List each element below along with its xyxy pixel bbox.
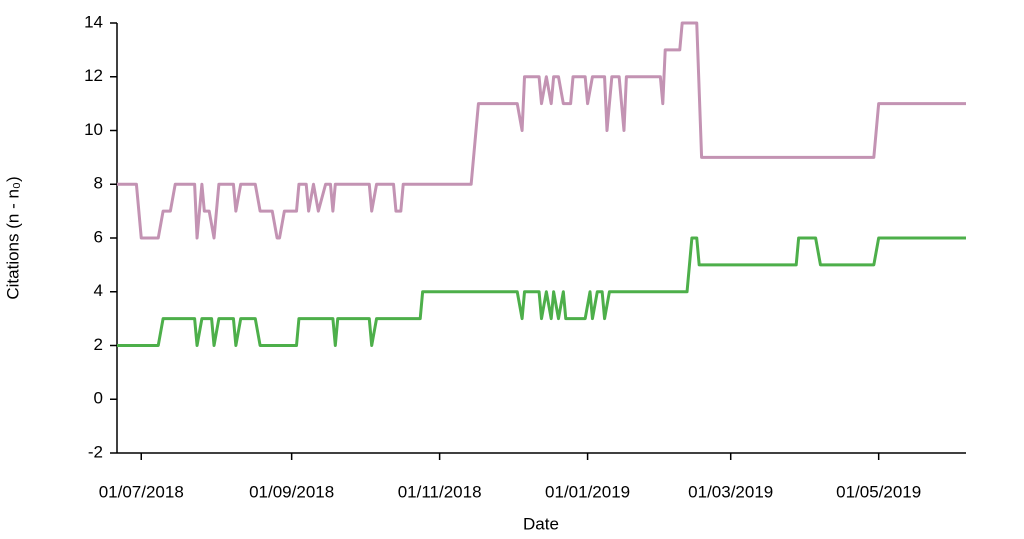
x-tick-label: 01/05/2019: [836, 482, 921, 501]
y-tick-label: 10: [84, 120, 103, 139]
y-tick-label: 6: [94, 227, 103, 246]
y-tick-label: 14: [84, 12, 103, 31]
y-tick-label: 12: [84, 66, 103, 85]
x-tick-label: 01/01/2019: [545, 482, 630, 501]
y-tick-label: 8: [94, 174, 103, 193]
x-tick-label: 01/07/2018: [99, 482, 184, 501]
x-tick-label: 01/09/2018: [249, 482, 334, 501]
x-axis-label: Date: [523, 514, 559, 533]
y-tick-label: 0: [94, 389, 103, 408]
y-tick-label: 2: [94, 335, 103, 354]
y-tick-label: 4: [94, 281, 103, 300]
x-tick-label: 01/11/2018: [398, 482, 482, 501]
series-line: [117, 21, 966, 240]
x-tick-label: 01/03/2019: [688, 482, 773, 501]
y-axis-label: Citations (n - n₀): [3, 176, 22, 299]
series-line: [117, 236, 966, 347]
y-tick-label: -2: [88, 442, 103, 461]
